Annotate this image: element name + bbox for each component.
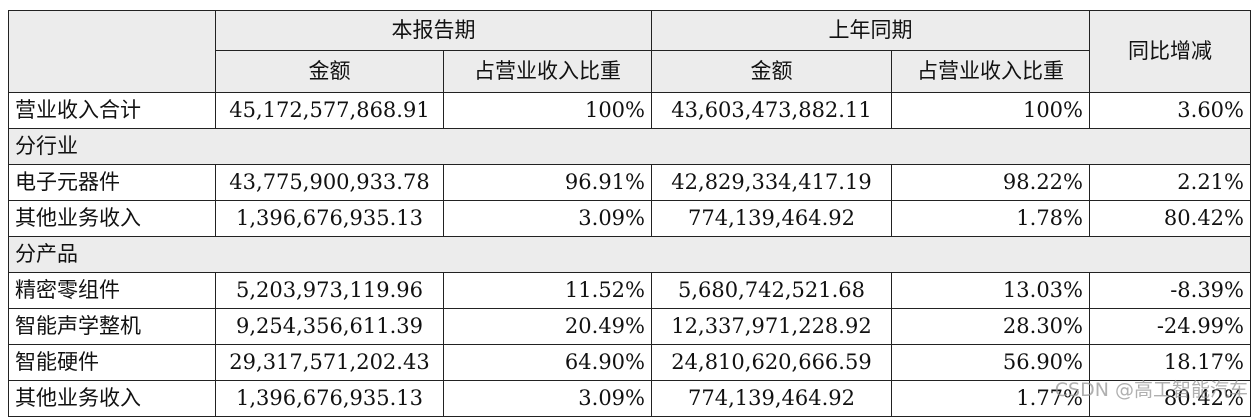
cell-current-amount: 29,317,571,202.43 bbox=[215, 344, 444, 381]
cell-current-share: 96.91% bbox=[443, 164, 652, 201]
header-current-period: 本报告期 bbox=[215, 10, 652, 51]
section-title: 分行业 bbox=[8, 128, 1251, 165]
cell-prior-share: 28.30% bbox=[891, 308, 1090, 345]
cell-yoy: 18.17% bbox=[1089, 344, 1251, 381]
header-prior-share: 占营业收入比重 bbox=[891, 50, 1090, 93]
cell-current-share: 3.09% bbox=[443, 380, 652, 417]
table-row: 精密零组件 5,203,973,119.96 11.52% 5,680,742,… bbox=[8, 272, 1251, 309]
cell-current-amount: 9,254,356,611.39 bbox=[215, 308, 444, 345]
cell-prior-share: 13.03% bbox=[891, 272, 1090, 309]
cell-prior-amount: 24,810,620,666.59 bbox=[651, 344, 892, 381]
cell-current-amount: 1,396,676,935.13 bbox=[215, 200, 444, 237]
cell-yoy: 2.21% bbox=[1089, 164, 1251, 201]
table-row: 智能声学整机 9,254,356,611.39 20.49% 12,337,97… bbox=[8, 308, 1251, 345]
cell-yoy: 3.60% bbox=[1089, 92, 1251, 129]
cell-current-share: 3.09% bbox=[443, 200, 652, 237]
cell-current-amount: 45,172,577,868.91 bbox=[215, 92, 444, 129]
header-current-amount: 金额 bbox=[215, 50, 444, 93]
row-label: 精密零组件 bbox=[8, 272, 216, 309]
row-label: 电子元器件 bbox=[8, 164, 216, 201]
cell-yoy: -24.99% bbox=[1089, 308, 1251, 345]
header-prior-amount: 金额 bbox=[651, 50, 892, 93]
table-row-total: 营业收入合计 45,172,577,868.91 100% 43,603,473… bbox=[8, 92, 1251, 129]
cell-prior-amount: 12,337,971,228.92 bbox=[651, 308, 892, 345]
header-prior-period: 上年同期 bbox=[651, 10, 1090, 51]
header-yoy-change: 同比增减 bbox=[1089, 10, 1251, 93]
section-header-industry: 分行业 bbox=[8, 128, 1251, 165]
table-row: 电子元器件 43,775,900,933.78 96.91% 42,829,33… bbox=[8, 164, 1251, 201]
table-row: 智能硬件 29,317,571,202.43 64.90% 24,810,620… bbox=[8, 344, 1251, 381]
cell-prior-amount: 774,139,464.92 bbox=[651, 200, 892, 237]
cell-prior-share: 56.90% bbox=[891, 344, 1090, 381]
cell-current-share: 64.90% bbox=[443, 344, 652, 381]
cell-current-amount: 5,203,973,119.96 bbox=[215, 272, 444, 309]
cell-prior-share: 100% bbox=[891, 92, 1090, 129]
section-header-product: 分产品 bbox=[8, 236, 1251, 273]
table-row: 其他业务收入 1,396,676,935.13 3.09% 774,139,46… bbox=[8, 200, 1251, 237]
header-row-1: 本报告期 上年同期 同比增减 bbox=[8, 10, 1251, 93]
watermark: CSDN @高工智能汽车 bbox=[1054, 379, 1248, 401]
cell-current-share: 11.52% bbox=[443, 272, 652, 309]
header-row-2: 金额 占营业收入比重 金额 占营业收入比重 bbox=[9, 50, 1251, 93]
cell-prior-amount: 5,680,742,521.68 bbox=[651, 272, 892, 309]
cell-current-share: 100% bbox=[443, 92, 652, 129]
cell-prior-amount: 42,829,334,417.19 bbox=[651, 164, 892, 201]
cell-current-share: 20.49% bbox=[443, 308, 652, 345]
cell-current-amount: 1,396,676,935.13 bbox=[215, 380, 444, 417]
section-title: 分产品 bbox=[8, 236, 1251, 273]
cell-prior-share: 98.22% bbox=[891, 164, 1090, 201]
revenue-breakdown-table: 本报告期 上年同期 同比增减 金额 占营业收入比重 金额 占营业收入比重 营业收… bbox=[8, 10, 1251, 417]
cell-yoy: 80.42% bbox=[1089, 200, 1251, 237]
cell-prior-amount: 774,139,464.92 bbox=[651, 380, 892, 417]
cell-yoy: -8.39% bbox=[1089, 272, 1251, 309]
cell-current-amount: 43,775,900,933.78 bbox=[215, 164, 444, 201]
row-label: 其他业务收入 bbox=[8, 380, 216, 417]
header-corner-cell bbox=[8, 10, 216, 93]
row-label: 营业收入合计 bbox=[8, 92, 216, 129]
header-current-share: 占营业收入比重 bbox=[443, 50, 652, 93]
row-label: 其他业务收入 bbox=[8, 200, 216, 237]
cell-prior-share: 1.78% bbox=[891, 200, 1090, 237]
row-label: 智能声学整机 bbox=[8, 308, 216, 345]
cell-prior-amount: 43,603,473,882.11 bbox=[651, 92, 892, 129]
row-label: 智能硬件 bbox=[8, 344, 216, 381]
